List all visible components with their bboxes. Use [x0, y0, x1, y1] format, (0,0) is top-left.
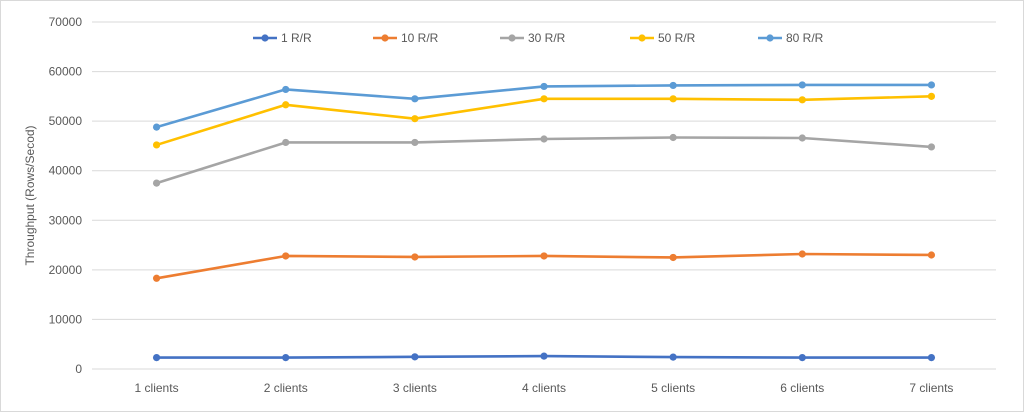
legend-swatch-marker [638, 34, 646, 42]
data-point [798, 250, 806, 258]
data-point [540, 95, 548, 103]
data-point [411, 353, 419, 361]
x-tick-label: 3 clients [393, 381, 437, 395]
series-1 [152, 250, 936, 282]
series-2 [152, 133, 936, 187]
data-point [152, 179, 161, 187]
x-tick-label: 6 clients [780, 381, 824, 395]
data-point [927, 143, 936, 151]
legend-item: 50 R/R [630, 31, 696, 45]
y-tick-label: 0 [75, 362, 82, 376]
data-point [540, 352, 548, 360]
data-point [411, 253, 419, 261]
data-point [540, 82, 548, 91]
data-point [798, 96, 806, 104]
data-point [152, 141, 161, 149]
data-point [282, 101, 290, 109]
data-point [282, 353, 290, 362]
data-point [540, 135, 548, 143]
legend-label: 10 R/R [401, 31, 439, 45]
series-4 [152, 81, 936, 131]
y-tick-label: 40000 [49, 164, 83, 178]
data-point [669, 81, 677, 90]
y-axis-title: Throughput (Rows/Secod) [23, 125, 37, 265]
x-tick-label: 2 clients [264, 381, 308, 395]
y-tick-label: 50000 [49, 114, 83, 128]
legend-label: 50 R/R [658, 31, 696, 45]
data-point [282, 85, 290, 94]
legend-label: 30 R/R [528, 31, 566, 45]
series-line [156, 136, 932, 185]
x-tick-label: 5 clients [651, 381, 695, 395]
legend-swatch-marker [261, 34, 269, 42]
data-point [927, 81, 936, 89]
data-point [669, 253, 677, 262]
y-tick-label: 30000 [49, 213, 83, 227]
y-tick-label: 60000 [49, 65, 83, 79]
data-point [152, 353, 161, 362]
data-point [282, 138, 290, 147]
legend-item: 80 R/R [758, 31, 824, 45]
data-point [411, 95, 419, 103]
data-point [152, 123, 161, 131]
series-lines [152, 81, 936, 362]
legend-swatch-marker [766, 34, 774, 42]
data-point [669, 133, 677, 142]
y-tick-label: 20000 [49, 263, 83, 277]
data-point [411, 138, 419, 147]
data-point [798, 81, 806, 89]
legend-swatch-marker [508, 34, 516, 42]
data-point [669, 95, 677, 103]
x-axis-ticks: 1 clients 2 clients 3 clients 4 clients 5 cl… [135, 381, 954, 395]
x-tick-label: 4 clients [522, 381, 566, 395]
legend-label: 1 R/R [281, 31, 312, 45]
data-point [411, 115, 419, 123]
x-tick-label: 7 clients [909, 381, 953, 395]
legend-item: 30 R/R [500, 31, 566, 45]
data-point [798, 134, 806, 142]
data-point [669, 353, 677, 361]
legend-label: 80 R/R [786, 31, 824, 45]
y-axis-ticks: 0 10000 20000 30000 40000 50000 60000 70000 [49, 15, 83, 376]
data-point [927, 92, 936, 100]
data-point [540, 252, 548, 260]
legend-swatch-marker [381, 34, 389, 42]
gridlines [92, 21, 996, 370]
legend-item: 10 R/R [373, 31, 439, 45]
y-tick-label: 70000 [49, 15, 83, 29]
data-point [152, 274, 161, 282]
y-tick-label: 10000 [49, 312, 83, 326]
series-0 [152, 352, 936, 362]
data-point [282, 252, 290, 260]
legend: 1 R/R 10 R/R 30 R/R 50 R/R 80 R/R [253, 31, 824, 45]
legend-item: 1 R/R [253, 31, 312, 45]
data-point [798, 353, 806, 362]
series-3 [152, 92, 936, 149]
data-point [927, 353, 936, 362]
data-point [927, 251, 936, 259]
x-tick-label: 1 clients [135, 381, 179, 395]
